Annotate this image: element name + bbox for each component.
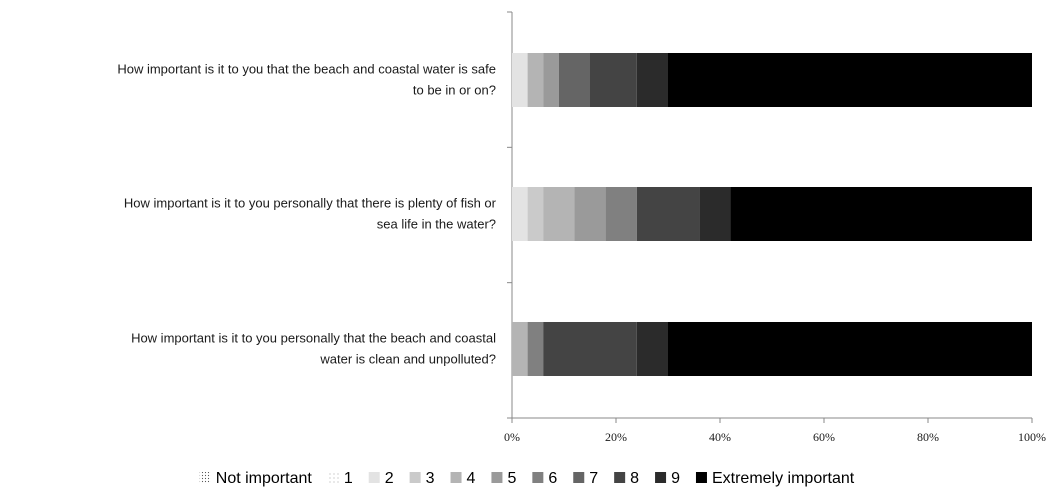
legend-item: 1 bbox=[327, 470, 353, 487]
legend-swatch bbox=[450, 472, 462, 483]
bar-segment-4 bbox=[527, 53, 544, 107]
x-tick-label: 80% bbox=[917, 430, 939, 444]
legend-label: 1 bbox=[344, 470, 353, 487]
bar-segment-extremely-important bbox=[668, 322, 1032, 376]
bar-segment-extremely-important bbox=[730, 187, 1032, 241]
legend-swatch bbox=[327, 472, 339, 483]
bar-segment-2 bbox=[512, 53, 528, 107]
legend: Not important 1 2 3 4 5 6 7 8 9 Extremely importan… bbox=[199, 470, 855, 487]
bar-segment-8 bbox=[636, 187, 700, 241]
x-tick-label: 100% bbox=[1018, 430, 1046, 444]
bar-segment-4 bbox=[512, 322, 528, 376]
legend-swatch bbox=[491, 472, 503, 483]
bar-segment-9 bbox=[636, 322, 668, 376]
legend-swatch bbox=[409, 472, 421, 483]
category-label: water is clean and unpolluted? bbox=[319, 352, 496, 367]
legend-item: Extremely important bbox=[695, 470, 855, 487]
legend-item: 6 bbox=[532, 470, 557, 487]
legend-label: 3 bbox=[426, 470, 435, 487]
legend-item: 2 bbox=[368, 470, 394, 487]
legend-swatch bbox=[368, 472, 380, 483]
legend-item: 8 bbox=[614, 470, 639, 487]
x-tick-label: 20% bbox=[605, 430, 627, 444]
bar-segment-9 bbox=[636, 53, 668, 107]
legend-item: 7 bbox=[573, 470, 598, 487]
legend-label: 6 bbox=[548, 470, 557, 487]
legend-swatch bbox=[532, 472, 544, 483]
legend-swatch bbox=[655, 472, 667, 483]
x-tick-label: 60% bbox=[813, 430, 835, 444]
bar-segment-8 bbox=[590, 53, 637, 107]
bar-segment-extremely-important bbox=[668, 53, 1032, 107]
bar-segment-3 bbox=[527, 187, 544, 241]
bar-segment-6 bbox=[527, 322, 544, 376]
legend-label: 8 bbox=[630, 470, 639, 487]
category-label: to be in or on? bbox=[413, 83, 496, 98]
legend-swatch bbox=[695, 472, 707, 483]
bar-segment-2 bbox=[512, 187, 528, 241]
plot-area: 0% 20% 40% 60% 80% 100% How important is it to… bbox=[117, 11, 1046, 444]
x-tick-label: 40% bbox=[709, 430, 731, 444]
bar-segment-6 bbox=[605, 187, 637, 241]
legend-item: 5 bbox=[491, 470, 516, 487]
legend-label: 7 bbox=[589, 470, 598, 487]
legend-label: 2 bbox=[385, 470, 394, 487]
legend-label: Extremely important bbox=[712, 470, 855, 487]
category-label: sea life in the water? bbox=[377, 217, 496, 232]
bar-segment-5 bbox=[543, 53, 559, 107]
legend-item: Not important bbox=[199, 470, 313, 487]
legend-label: Not important bbox=[216, 470, 313, 487]
legend-swatch bbox=[573, 472, 585, 483]
legend-label: 9 bbox=[671, 470, 680, 487]
bar-segment-8 bbox=[543, 322, 637, 376]
legend-item: 9 bbox=[655, 470, 680, 487]
category-label: How important is it to you personally th… bbox=[124, 196, 497, 211]
legend-label: 5 bbox=[507, 470, 516, 487]
legend-label: 4 bbox=[467, 470, 476, 487]
legend-swatch bbox=[199, 472, 211, 483]
bar-segment-9 bbox=[699, 187, 731, 241]
legend-swatch bbox=[614, 472, 626, 483]
x-tick-label: 0% bbox=[504, 430, 520, 444]
bar-segment-7 bbox=[558, 53, 590, 107]
legend-item: 4 bbox=[450, 470, 476, 487]
bar-segment-4 bbox=[543, 187, 575, 241]
legend-item: 3 bbox=[409, 470, 435, 487]
category-label: How important is it to you personally th… bbox=[131, 331, 496, 346]
bar-segment-5 bbox=[574, 187, 606, 241]
category-label: How important is it to you that the beac… bbox=[117, 62, 496, 77]
